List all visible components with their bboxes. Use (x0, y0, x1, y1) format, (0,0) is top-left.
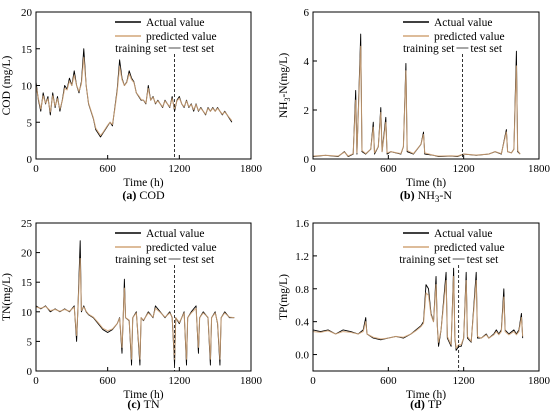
x-tick-label: 1800 (528, 163, 550, 175)
y-tick-label: 2 (304, 105, 310, 117)
legend-label-actual: Actual value (146, 228, 204, 240)
y-tick-label: 4 (304, 56, 310, 68)
y-tick-label: 15 (21, 277, 33, 289)
panel-caption: (b) NH3-N (400, 188, 453, 204)
y-tick-label: 0.0 (295, 350, 309, 362)
y-tick-label: 10 (21, 81, 33, 93)
y-tick-label: 20 (21, 248, 33, 260)
y-tick-label: 20 (21, 7, 33, 19)
annotation-test-set: test set (467, 254, 499, 266)
y-axis-label: NH3-N(mg/L) (278, 53, 292, 119)
y-tick-label: 15 (21, 44, 33, 56)
chart-panel-tp: training set test set 0 600 1200 1800 0.0 0.4 0.… (278, 218, 550, 411)
y-tick-label: 0 (27, 154, 33, 166)
legend-label-predicted: predicted value (146, 31, 217, 43)
x-tick-label: 1200 (453, 163, 476, 175)
x-tick-label: 1200 (168, 163, 191, 175)
legend-label-actual: Actual value (146, 17, 204, 29)
legend-label-predicted: predicted value (146, 242, 217, 254)
x-tick-label: 0 (33, 375, 39, 387)
y-tick-label: 25 (21, 218, 33, 230)
x-tick-label: 1800 (240, 163, 263, 175)
x-tick-label: 0 (33, 163, 39, 175)
legend-box (399, 225, 537, 255)
x-axis-label: Time (h) (406, 389, 446, 401)
plot-frame (35, 222, 252, 372)
x-tick-label: 1200 (453, 375, 476, 387)
legend-box (111, 225, 249, 255)
annotation-test-set: test set (183, 43, 215, 55)
series-line-predicted (312, 45, 521, 157)
plot-frame (312, 222, 540, 372)
series-line-actual (312, 267, 524, 351)
x-tick-label: 1200 (168, 375, 191, 387)
annotation-training-set: training set (399, 254, 451, 266)
x-tick-label: 0 (310, 375, 316, 387)
y-axis-label: COD (mg/L) (1, 55, 13, 115)
y-tick-label: 1.2 (295, 251, 309, 263)
y-axis-label: TN(mg/L) (1, 273, 13, 321)
x-axis-label: Time (h) (123, 389, 163, 401)
annotation-training-set: training set (403, 43, 455, 55)
panel-caption: (c) TN (127, 397, 160, 411)
y-tick-label: 0.4 (295, 317, 309, 329)
x-tick-label: 600 (380, 375, 397, 387)
legend-label-actual: Actual value (434, 228, 492, 240)
series-line-predicted (35, 57, 233, 137)
y-tick-label: 5 (27, 117, 33, 129)
series-line-predicted (312, 275, 524, 349)
x-tick-label: 1800 (528, 375, 550, 387)
chart-panel-tn: training set test set 0 600 1200 1800 0 5 10 15 20… (1, 218, 263, 411)
panel-caption: (a) COD (122, 188, 165, 202)
annotation-training-set: training set (115, 43, 167, 55)
panel-caption: (d) TP (410, 397, 442, 411)
legend-label-actual: Actual value (434, 17, 492, 29)
y-tick-label: 6 (304, 7, 310, 19)
series-line-predicted (35, 257, 235, 360)
series-line-actual (35, 48, 233, 138)
y-tick-label: 10 (21, 307, 33, 319)
annotation-test-set: test set (470, 43, 502, 55)
x-tick-label: 0 (310, 163, 316, 175)
legend-label-predicted: predicted value (434, 242, 505, 254)
y-axis-label: TP(mg/L) (278, 274, 290, 320)
annotation-training-set: training set (115, 254, 167, 266)
x-tick-label: 600 (380, 163, 397, 175)
x-axis-label: Time (h) (123, 177, 163, 189)
legend-box (111, 14, 249, 44)
x-axis-label: Time (h) (406, 177, 446, 189)
x-tick-label: 600 (99, 163, 116, 175)
plot-frame (312, 11, 540, 160)
legend-label-predicted: predicted value (434, 31, 505, 43)
chart-panel-cod: training set test set 0 600 1200 1800 0 5 10 15 20… (1, 7, 263, 202)
legend-box (399, 14, 537, 44)
chart-panel-nh3n: training set test set 0 600 1200 1800 0 2 4 6 Time… (278, 7, 550, 204)
x-tick-label: 600 (99, 375, 116, 387)
annotation-test-set: test set (183, 254, 215, 266)
y-tick-label: 5 (27, 336, 33, 348)
y-tick-label: 0 (304, 154, 310, 166)
y-tick-label: 0 (27, 366, 33, 378)
y-tick-label: 1.6 (295, 218, 309, 230)
x-tick-label: 1800 (240, 375, 263, 387)
y-tick-label: 0.8 (295, 284, 309, 296)
